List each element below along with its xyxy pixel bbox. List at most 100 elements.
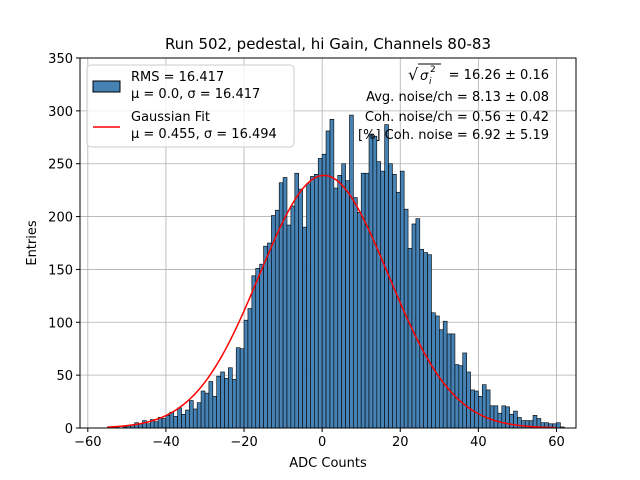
histogram-bar bbox=[450, 333, 456, 429]
histogram-bar bbox=[501, 405, 507, 429]
histogram-bar bbox=[392, 173, 397, 429]
histogram-bar bbox=[474, 390, 479, 429]
histogram-bar bbox=[356, 212, 362, 429]
histogram-bar bbox=[376, 161, 382, 429]
histogram-bar bbox=[224, 378, 229, 429]
histogram-bar bbox=[353, 197, 358, 429]
histogram-bar bbox=[271, 215, 276, 429]
histogram-bar bbox=[423, 252, 428, 429]
histogram-bar bbox=[481, 384, 487, 429]
histogram-bar bbox=[329, 119, 335, 429]
histogram-bar bbox=[267, 242, 272, 429]
y-tick-label: 100 bbox=[48, 316, 73, 331]
avg-noise-text: Avg. noise/ch = 8.13 ± 0.08 bbox=[366, 90, 549, 105]
histogram-bar bbox=[181, 413, 186, 429]
chart-title: Run 502, pedestal, hi Gain, Channels 80-… bbox=[165, 35, 491, 53]
x-axis-label: ADC Counts bbox=[289, 456, 367, 471]
histogram-bar bbox=[493, 405, 499, 429]
histogram-bar bbox=[185, 409, 190, 429]
histogram-bar bbox=[259, 263, 264, 429]
histogram-bar bbox=[274, 209, 280, 429]
legend-fit-name: Gaussian Fit bbox=[131, 110, 210, 125]
x-tick-label: −40 bbox=[152, 435, 179, 450]
x-tick-label: −60 bbox=[74, 435, 101, 450]
histogram-bar bbox=[173, 416, 178, 429]
histogram-bar bbox=[220, 371, 225, 429]
histogram-bar bbox=[321, 153, 327, 429]
y-tick-label: 350 bbox=[48, 52, 73, 67]
histogram-bar bbox=[411, 223, 417, 429]
histogram-bar bbox=[360, 172, 366, 429]
histogram-bar bbox=[517, 417, 522, 429]
y-tick-label: 250 bbox=[48, 158, 73, 173]
sigma-symbol: σ bbox=[420, 69, 429, 84]
legend-box bbox=[86, 64, 295, 148]
sigma-subscript: i bbox=[429, 77, 432, 87]
histogram-bar bbox=[286, 224, 292, 429]
histogram-bar bbox=[239, 348, 245, 429]
histogram-bar bbox=[407, 247, 413, 429]
histogram-bar bbox=[372, 135, 378, 429]
histogram-bar bbox=[556, 422, 561, 429]
y-tick-label: 200 bbox=[48, 211, 73, 226]
histogram-bar bbox=[446, 333, 452, 429]
sigma-squared-value: = 16.26 ± 0.16 bbox=[449, 68, 549, 83]
histogram-bar bbox=[462, 352, 467, 429]
histogram-bar bbox=[509, 413, 514, 429]
histogram-bar bbox=[380, 170, 385, 429]
y-tick-label: 150 bbox=[48, 263, 73, 278]
histogram-bar bbox=[200, 390, 206, 429]
histogram-bar bbox=[415, 218, 421, 429]
histogram-bar bbox=[204, 392, 210, 429]
histogram-bar bbox=[192, 408, 198, 429]
histogram-bar bbox=[290, 205, 296, 429]
histogram-bar bbox=[251, 275, 257, 429]
histogram-bar bbox=[196, 402, 202, 429]
histogram-bar bbox=[153, 421, 159, 429]
histogram-bar bbox=[177, 407, 182, 429]
x-tick-label: −20 bbox=[230, 435, 257, 450]
histogram-bar bbox=[388, 163, 393, 429]
y-axis-ticks: 0 50 100 150 200 250 300 350 bbox=[48, 52, 80, 437]
histogram-bar bbox=[368, 133, 374, 429]
histogram-bar bbox=[243, 319, 249, 429]
legend-histogram-name: RMS = 16.417 bbox=[131, 70, 224, 85]
histogram-bar bbox=[399, 170, 405, 429]
x-tick-label: 0 bbox=[318, 435, 326, 450]
histogram-bar bbox=[396, 191, 401, 429]
histogram-bar bbox=[189, 400, 194, 429]
histogram-bar bbox=[345, 180, 350, 429]
histogram-bar bbox=[232, 379, 237, 429]
histogram-bar bbox=[337, 175, 342, 429]
x-tick-label: 20 bbox=[392, 435, 409, 450]
y-tick-label: 0 bbox=[65, 422, 73, 437]
histogram-bar bbox=[216, 375, 221, 429]
histogram-bar bbox=[317, 158, 323, 429]
plot-frame bbox=[79, 57, 577, 429]
histogram-bar bbox=[466, 371, 471, 429]
histogram-bar bbox=[497, 412, 503, 429]
legend-histogram-swatch bbox=[92, 80, 121, 93]
gaussian-fit-line bbox=[107, 174, 557, 429]
histogram-bar bbox=[349, 114, 354, 429]
histogram-bar bbox=[247, 308, 253, 429]
histogram-bar bbox=[255, 268, 260, 429]
histogram-bar bbox=[427, 254, 432, 429]
histogram-bar bbox=[505, 406, 510, 429]
legend-fit-stats: μ = 0.455, σ = 16.494 bbox=[131, 127, 277, 142]
histogram-bar bbox=[364, 172, 370, 429]
x-axis-ticks: −60 −40 −20 0 20 40 60 bbox=[74, 428, 565, 450]
noise-annotations: √ σ i 2 = 16.26 ± 0.16 Avg. noise/ch = 8… bbox=[358, 63, 549, 143]
histogram-bar bbox=[442, 320, 448, 429]
sqrt-sign: √ bbox=[408, 65, 419, 84]
coh-noise-percent-text: [%] Coh. noise = 6.92 ± 5.19 bbox=[358, 128, 549, 143]
y-axis-label: Entries bbox=[25, 220, 40, 266]
histogram-bar bbox=[384, 124, 389, 429]
histogram-bar bbox=[341, 163, 346, 429]
coh-noise-text: Coh. noise/ch = 0.56 ± 0.42 bbox=[365, 110, 549, 125]
histogram-bar bbox=[485, 389, 491, 429]
histogram-bar bbox=[228, 367, 233, 429]
histogram-bar bbox=[263, 245, 268, 429]
x-tick-label: 60 bbox=[548, 435, 565, 450]
